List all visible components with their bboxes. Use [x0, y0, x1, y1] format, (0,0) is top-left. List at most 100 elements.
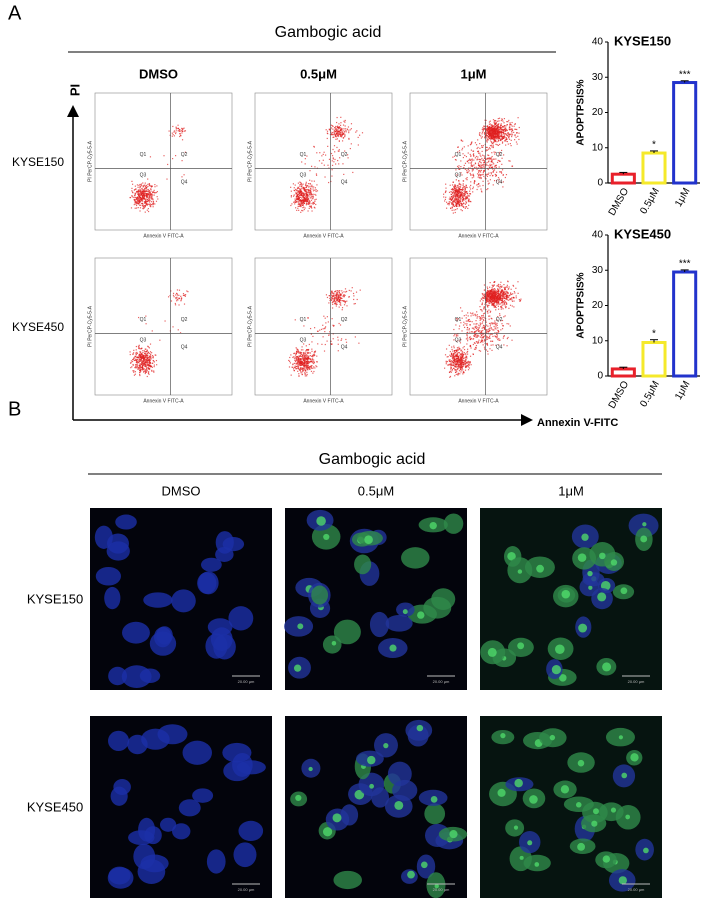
bar — [674, 83, 696, 183]
event-dot — [314, 190, 315, 191]
event-dot — [313, 186, 314, 187]
plot-x-label: Annexin V FITC-A — [303, 398, 344, 404]
event-dot — [462, 141, 463, 142]
event-dot — [138, 355, 139, 356]
event-dot — [296, 351, 297, 352]
event-dot — [462, 355, 463, 356]
event-dot — [493, 297, 494, 298]
event-dot — [134, 360, 135, 361]
event-dot — [497, 327, 498, 328]
event-dot — [482, 330, 483, 331]
event-dot — [469, 367, 470, 368]
event-dot — [148, 200, 149, 201]
event-dot — [147, 197, 148, 198]
quadrant-label: Q2 — [496, 152, 503, 158]
event-dot — [511, 289, 512, 290]
event-dot — [499, 297, 500, 298]
quadrant-label: Q3 — [455, 338, 462, 344]
event-dot — [516, 132, 517, 133]
event-dot — [487, 306, 488, 307]
event-dot — [489, 338, 490, 339]
event-dot — [480, 322, 481, 323]
event-dot — [335, 135, 336, 136]
event-dot — [140, 199, 141, 200]
event-dot — [143, 191, 144, 192]
event-dot — [471, 165, 472, 166]
event-dot — [176, 127, 177, 128]
event-dot — [486, 322, 487, 323]
nucleus — [143, 592, 172, 607]
event-dot — [498, 301, 499, 302]
event-dot — [520, 300, 521, 301]
event-dot — [141, 364, 142, 365]
event-dot — [351, 290, 352, 291]
event-dot — [473, 344, 474, 345]
event-dot — [289, 357, 290, 358]
event-dot — [478, 159, 479, 160]
event-dot — [185, 296, 186, 297]
event-dot — [458, 352, 459, 353]
event-dot — [459, 188, 460, 189]
event-dot — [332, 296, 333, 297]
event-dot — [147, 353, 148, 354]
event-dot — [153, 201, 154, 202]
event-dot — [465, 198, 466, 199]
event-dot — [504, 304, 505, 305]
event-dot — [146, 189, 147, 190]
event-dot — [493, 288, 494, 289]
event-dot — [300, 358, 301, 359]
event-dot — [503, 122, 504, 123]
event-dot — [494, 136, 495, 137]
event-dot — [483, 172, 484, 173]
event-dot — [503, 138, 504, 139]
event-dot — [470, 201, 471, 202]
plot-x-label: Annexin V FITC-A — [303, 233, 344, 239]
plot-x-label: Annexin V FITC-A — [458, 233, 499, 239]
event-dot — [311, 186, 312, 187]
event-dot — [484, 313, 485, 314]
event-dot — [483, 313, 484, 314]
event-dot — [478, 175, 479, 176]
event-dot — [486, 140, 487, 141]
event-dot — [137, 187, 138, 188]
event-dot — [472, 170, 473, 171]
event-dot — [138, 360, 139, 361]
event-dot — [483, 145, 484, 146]
event-dot — [173, 295, 174, 296]
event-dot — [480, 188, 481, 189]
event-dot — [154, 194, 155, 195]
event-dot — [310, 190, 311, 191]
y-tick-label: 0 — [597, 178, 603, 189]
event-dot — [309, 192, 310, 193]
event-dot — [323, 336, 324, 337]
event-dot — [499, 161, 500, 162]
event-dot — [492, 322, 493, 323]
event-dot — [167, 164, 168, 165]
event-dot — [301, 352, 302, 353]
event-dot — [458, 197, 459, 198]
event-dot — [305, 201, 306, 202]
event-dot — [490, 126, 491, 127]
event-dot — [506, 121, 507, 122]
event-dot — [291, 203, 292, 204]
event-dot — [338, 133, 339, 134]
event-dot — [491, 302, 492, 303]
event-dot — [316, 173, 317, 174]
event-dot — [134, 197, 135, 198]
event-dot — [308, 190, 309, 191]
event-dot — [489, 167, 490, 168]
event-dot — [327, 165, 328, 166]
event-dot — [310, 188, 311, 189]
event-dot — [337, 117, 338, 118]
event-dot — [319, 160, 320, 161]
event-dot — [498, 160, 499, 161]
event-dot — [309, 206, 310, 207]
event-dot — [507, 292, 508, 293]
event-dot — [458, 356, 459, 357]
event-dot — [447, 361, 448, 362]
x-tick-label: 1μM — [673, 379, 692, 402]
event-dot — [298, 373, 299, 374]
event-dot — [511, 340, 512, 341]
event-dot — [350, 129, 351, 130]
event-dot — [333, 326, 334, 327]
